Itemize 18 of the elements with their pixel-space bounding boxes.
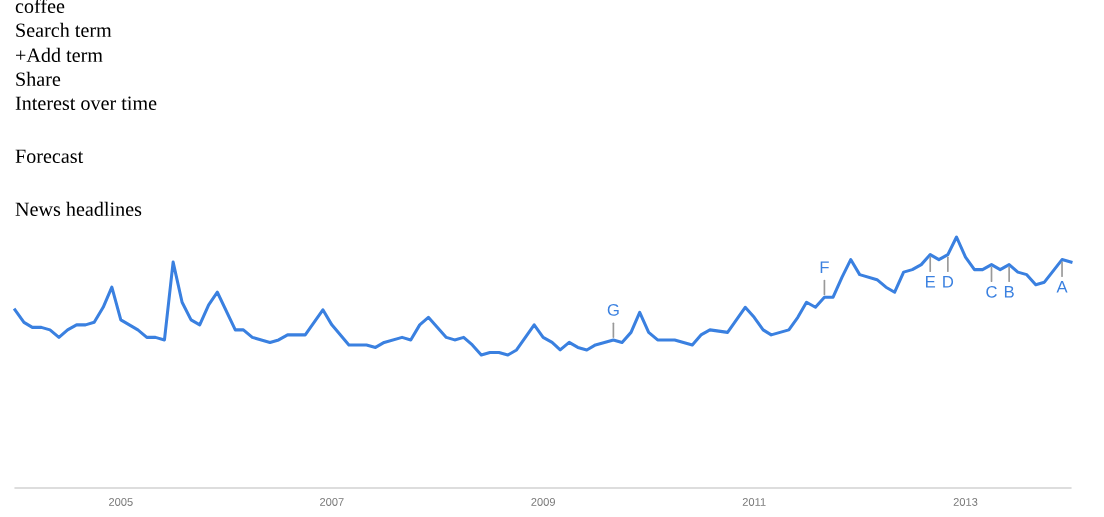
annotation: D: [943, 276, 954, 288]
text: Search term: [16, 22, 112, 38]
annotation: B: [1004, 286, 1014, 298]
x-tick-label: 2007: [320, 498, 344, 506]
annotation: E: [926, 276, 936, 288]
x-tick-label: 2013: [953, 498, 978, 506]
x-tick-label: 2011: [742, 498, 766, 506]
annotation: G: [607, 303, 619, 316]
x-tick-label: 2009: [531, 498, 555, 506]
text: Share: [16, 71, 61, 87]
x-tick-label: 2005: [109, 498, 133, 506]
text: Interest over time: [15, 96, 157, 111]
annotation: A: [1056, 281, 1068, 293]
annotation: F: [820, 261, 829, 273]
text: News headlines: [15, 201, 142, 217]
text: Forecast: [15, 149, 84, 164]
annotation: C: [986, 285, 997, 298]
text: +Add term: [16, 47, 103, 63]
